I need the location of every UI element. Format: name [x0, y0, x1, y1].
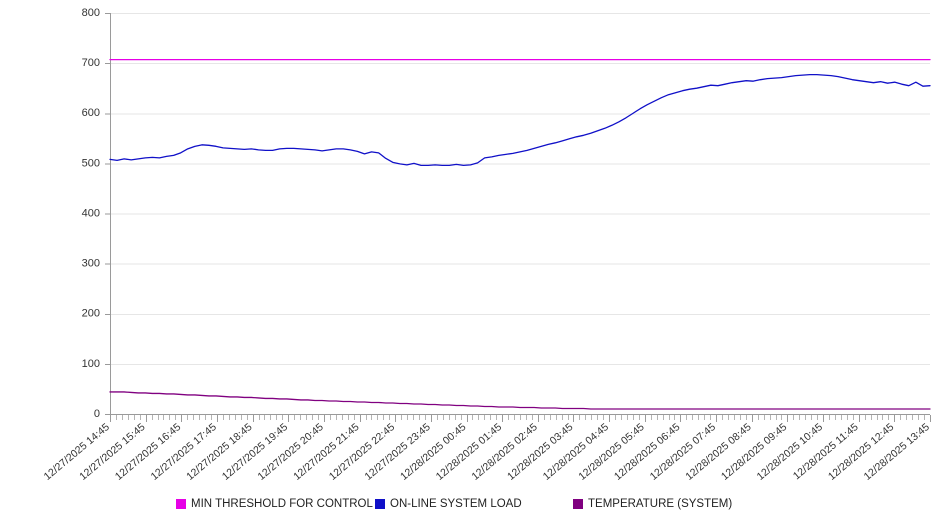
y-axis-tick-labels: 0 100 200 300 400 500 600 700 800 — [82, 7, 100, 420]
y-axis-tick-label: 800 — [82, 7, 100, 19]
y-axis-tick-label: 500 — [82, 157, 100, 169]
chart-legend: MIN THRESHOLD FOR CONTROL ON-LINE SYSTEM … — [176, 498, 732, 510]
x-axis-tick-label: 12/28/2025 13:45 — [862, 421, 932, 483]
legend-label: MIN THRESHOLD FOR CONTROL — [191, 498, 373, 510]
x-axis-tick-label: 12/28/2025 10:45 — [755, 421, 825, 483]
data-series-group — [109, 58, 931, 410]
y-axis — [105, 13, 111, 415]
y-axis-tick-label: 200 — [82, 308, 100, 320]
y-axis-tick-label: 700 — [82, 57, 100, 69]
y-axis-tick-label: 0 — [94, 408, 100, 420]
series-line-2 — [109, 391, 931, 410]
series-line-1 — [109, 74, 931, 167]
y-axis-tick-label: 100 — [82, 358, 100, 370]
legend-label: ON-LINE SYSTEM LOAD — [390, 498, 522, 510]
y-axis-tick-label: 400 — [82, 207, 100, 219]
legend-swatch — [375, 499, 385, 509]
legend-swatch — [573, 499, 583, 509]
y-axis-tick-label: 300 — [82, 258, 100, 270]
legend-swatch — [176, 499, 186, 509]
y-axis-tick-label: 600 — [82, 107, 100, 119]
x-axis-minor-ticks — [110, 415, 931, 422]
grid-lines — [110, 13, 930, 365]
legend-label: TEMPERATURE (SYSTEM) — [588, 498, 732, 510]
